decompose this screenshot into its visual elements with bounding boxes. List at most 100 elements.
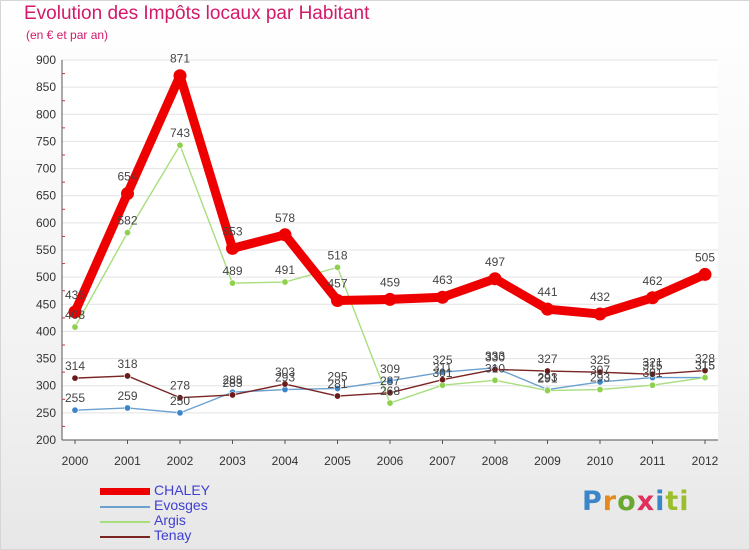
data-point-evosges <box>596 378 604 386</box>
data-point-chaley <box>593 307 607 321</box>
data-point-argis <box>491 376 499 384</box>
legend: CHALEY Evosges Argis Tenay <box>100 482 260 544</box>
chart-title: Evolution des Impôts locaux par Habitant <box>24 3 370 24</box>
data-point-tenay <box>281 380 289 388</box>
data-label-evosges: 309 <box>380 362 400 376</box>
data-label-tenay: 330 <box>485 350 505 364</box>
legend-item-tenay: Tenay <box>100 527 260 544</box>
data-label-evosges: 325 <box>432 353 452 367</box>
data-label-argis: 518 <box>327 248 347 262</box>
data-label-tenay: 327 <box>537 352 557 366</box>
legend-label-evosges: Evosges <box>154 497 208 513</box>
data-label-tenay: 287 <box>380 374 400 388</box>
data-point-evosges <box>124 404 132 412</box>
data-point-argis <box>648 381 656 389</box>
data-point-argis <box>281 278 289 286</box>
data-point-argis <box>333 263 341 271</box>
y-tick-label: 300 <box>36 379 56 393</box>
axes: 200 250 300 350 400 450 500 550 600 650 700 750 800 8… <box>36 53 719 468</box>
data-label-chaley: 505 <box>695 250 715 264</box>
y-grid <box>62 59 718 441</box>
y-tick-label: 750 <box>36 134 56 148</box>
data-label-argis: 268 <box>380 384 400 398</box>
y-tick-label: 850 <box>36 80 56 94</box>
data-label-tenay: 325 <box>590 353 610 367</box>
data-label-evosges: 259 <box>117 389 137 403</box>
data-point-evosges <box>333 384 341 392</box>
data-point-tenay <box>333 392 341 400</box>
data-label-evosges: 250 <box>170 394 190 408</box>
legend-swatch-argis <box>100 521 150 523</box>
data-label-argis: 293 <box>590 371 610 385</box>
y-tick-label: 800 <box>36 107 56 121</box>
data-point-tenay <box>229 391 237 399</box>
y-tick-label: 700 <box>36 162 56 176</box>
x-tick-label: 2007 <box>429 454 456 468</box>
data-label-chaley: 463 <box>432 273 452 287</box>
x-tick-label: 2001 <box>114 454 141 468</box>
data-label-evosges: 333 <box>485 349 505 363</box>
data-label-argis: 582 <box>117 214 137 228</box>
data-label-argis: 489 <box>222 264 242 278</box>
legend-label-tenay: Tenay <box>154 527 192 543</box>
data-point-argis <box>229 279 237 287</box>
data-label-argis: 408 <box>65 308 85 322</box>
data-point-tenay <box>596 368 604 376</box>
data-label-chaley: 497 <box>485 255 505 269</box>
y-tick-label: 450 <box>36 297 56 311</box>
data-label-argis: 315 <box>695 359 715 373</box>
data-point-tenay <box>491 365 499 373</box>
data-point-evosges <box>71 406 79 414</box>
proxiti-logo: Proxiti <box>582 486 690 517</box>
data-point-argis <box>543 387 551 395</box>
data-label-argis: 743 <box>170 126 190 140</box>
data-point-argis <box>71 323 79 331</box>
data-label-chaley: 578 <box>275 211 295 225</box>
legend-item-evosges: Evosges <box>100 497 260 514</box>
x-tick-label: 2011 <box>640 454 666 468</box>
data-label-chaley: 436 <box>65 288 85 302</box>
data-label-tenay: 311 <box>433 361 452 375</box>
data-point-chaley <box>646 291 659 305</box>
x-tick-label: 2000 <box>62 454 89 468</box>
data-point-chaley <box>541 302 554 316</box>
data-point-tenay <box>438 376 446 384</box>
x-tick-label: 2006 <box>377 454 404 468</box>
data-point-chaley <box>331 293 344 307</box>
data-label-chaley: 459 <box>380 275 400 289</box>
data-label-chaley: 871 <box>170 52 190 66</box>
legend-swatch-chaley <box>100 488 150 495</box>
data-label-tenay: 281 <box>327 377 347 391</box>
data-label-argis: 301 <box>432 366 452 380</box>
x-tick-label: 2008 <box>482 454 509 468</box>
y-tick-label: 500 <box>36 270 56 284</box>
y-tick-label: 550 <box>36 243 56 257</box>
x-tick-label: 2010 <box>587 454 614 468</box>
data-label-argis: 291 <box>537 372 557 386</box>
data-point-argis <box>386 399 394 407</box>
data-point-tenay <box>386 389 394 397</box>
data-point-evosges <box>176 409 184 417</box>
data-label-evosges: 255 <box>65 391 85 405</box>
data-label-evosges: 315 <box>695 359 715 373</box>
legend-label-chaley: CHALEY <box>154 482 211 498</box>
data-point-argis <box>701 374 709 382</box>
data-point-chaley <box>488 272 502 286</box>
x-tick-label: 2012 <box>692 454 719 468</box>
data-label-tenay: 303 <box>275 365 295 379</box>
data-point-argis <box>596 386 604 394</box>
series-lines <box>68 69 712 417</box>
data-label-argis: 310 <box>485 361 505 375</box>
data-label-chaley: 553 <box>222 224 242 238</box>
data-point-argis <box>176 141 184 149</box>
chart-subtitle: (en € et par an) <box>26 28 109 42</box>
data-label-evosges: 307 <box>590 363 610 377</box>
data-point-tenay <box>124 372 132 380</box>
data-point-tenay <box>648 370 656 378</box>
legend-label-argis: Argis <box>154 512 186 528</box>
data-point-chaley <box>383 292 397 306</box>
data-point-chaley <box>698 267 712 281</box>
data-point-evosges <box>438 368 446 376</box>
x-tick-label: 2004 <box>272 454 299 468</box>
